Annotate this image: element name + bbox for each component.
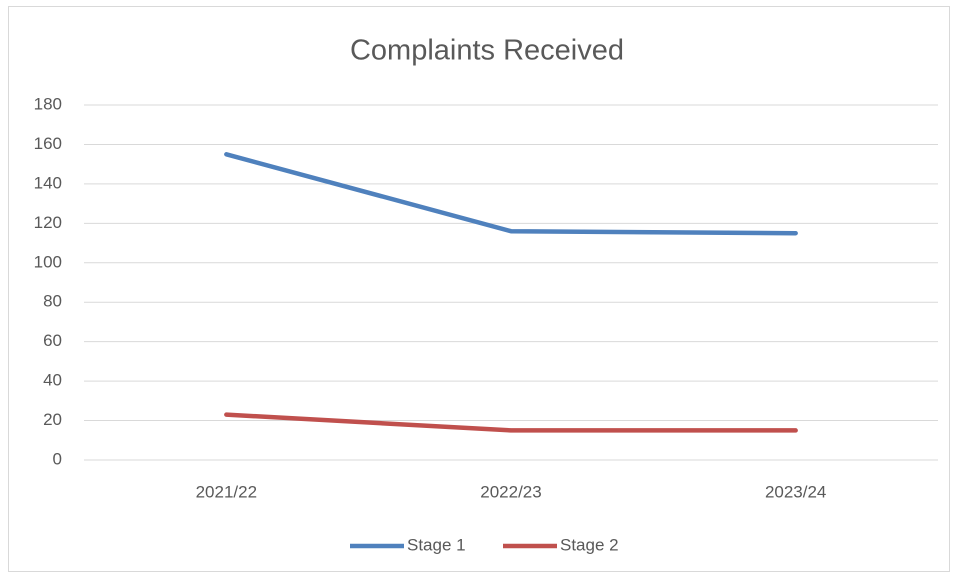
y-tick-label: 40 [43, 371, 62, 390]
y-tick-label: 180 [34, 94, 62, 113]
y-tick-label: 20 [43, 410, 62, 429]
chart-border [8, 6, 950, 572]
y-tick-label: 60 [43, 331, 62, 350]
y-tick-label: 120 [34, 213, 62, 232]
y-tick-label: 160 [34, 134, 62, 153]
series-line [224, 152, 798, 236]
x-tick-label: 2022/23 [480, 482, 541, 501]
y-tick-label: 140 [34, 173, 62, 192]
y-tick-label: 0 [53, 449, 62, 468]
x-tick-label: 2023/24 [765, 482, 826, 501]
y-tick-label: 100 [34, 252, 62, 271]
legend-label: Stage 2 [560, 535, 619, 554]
legend-label: Stage 1 [407, 535, 466, 554]
chart-title: Complaints Received [350, 35, 624, 67]
y-tick-label: 80 [43, 292, 62, 311]
series-line [224, 412, 798, 433]
x-tick-label: 2021/22 [196, 482, 257, 501]
